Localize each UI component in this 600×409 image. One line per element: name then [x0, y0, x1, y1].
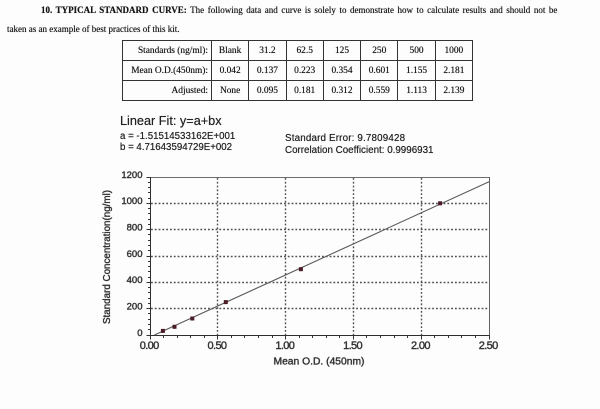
svg-text:2.50: 2.50: [479, 340, 499, 352]
svg-text:2.00: 2.00: [411, 340, 431, 352]
svg-text:800: 800: [127, 223, 143, 234]
svg-text:200: 200: [127, 302, 143, 313]
svg-text:0: 0: [137, 328, 142, 339]
svg-text:Standard Concentration(ng/ml): Standard Concentration(ng/ml): [102, 190, 113, 324]
svg-text:1000: 1000: [121, 196, 142, 207]
svg-text:Mean O.D. (450nm): Mean O.D. (450nm): [274, 357, 365, 368]
svg-text:0.50: 0.50: [208, 340, 228, 352]
svg-text:1.00: 1.00: [275, 340, 295, 352]
svg-text:400: 400: [127, 275, 143, 286]
svg-text:0.00: 0.00: [140, 340, 160, 352]
svg-text:600: 600: [127, 249, 143, 260]
svg-text:1.50: 1.50: [343, 340, 363, 352]
svg-text:1200: 1200: [121, 170, 142, 181]
